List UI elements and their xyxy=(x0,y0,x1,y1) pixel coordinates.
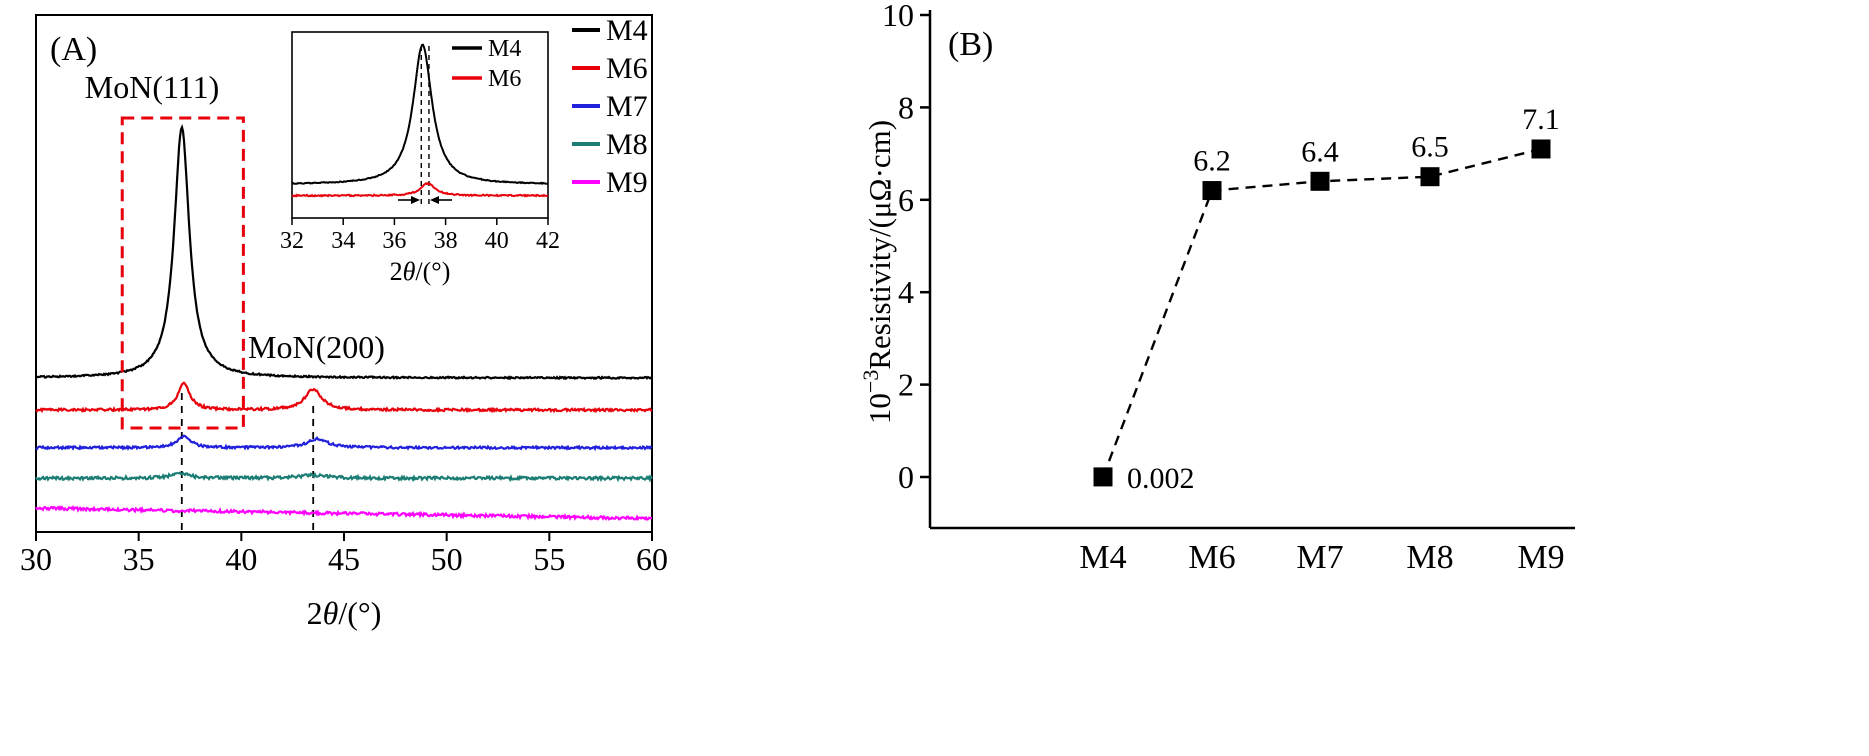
x-tick-label: 40 xyxy=(225,541,257,577)
data-point-M9 xyxy=(1531,139,1551,159)
inset-x-tick-label: 32 xyxy=(280,228,304,254)
legend-label-M6: M6 xyxy=(606,52,648,85)
x-axis-label: 2θ/(°) xyxy=(307,595,382,631)
inset-x-tick-label: 34 xyxy=(331,228,355,254)
inset-x-tick-label: 38 xyxy=(434,228,458,254)
data-point-M4 xyxy=(1093,467,1113,487)
x-category-label: M9 xyxy=(1517,539,1564,576)
xrd-curve-M8 xyxy=(35,471,653,483)
highlight-box xyxy=(120,116,245,430)
inset-legend-label-M6: M6 xyxy=(488,66,521,92)
y-tick-label: 10 xyxy=(882,0,914,33)
x-category-label: M6 xyxy=(1188,539,1235,576)
x-category-label: M8 xyxy=(1406,539,1453,576)
value-label: 6.2 xyxy=(1193,145,1231,178)
x-tick-label: 50 xyxy=(431,541,463,577)
y-axis-label: 10−3Resistivity/(μΩ·cm) xyxy=(860,120,897,424)
data-point-M8 xyxy=(1420,167,1440,187)
legend-label-M7: M7 xyxy=(606,90,648,123)
xrd-curve-M4 xyxy=(35,124,652,381)
data-point-M6 xyxy=(1202,181,1222,201)
xrd-chart: 30 35 40 45 50 55 60 MoN(111) MoN(200) (A) M4 M6 M7 M… xyxy=(20,14,668,631)
x-category-label: M4 xyxy=(1079,539,1126,576)
value-label: 6.5 xyxy=(1411,131,1449,164)
resistivity-chart: 0 2 4 6 8 10 M4 M6 M7 M8 M9 0.002 6.2 6.4 6.5 7.1 (B) 10−… xyxy=(860,0,1575,576)
x-tick-label: 60 xyxy=(636,541,668,577)
data-point-M7 xyxy=(1310,171,1330,191)
inset-curve-M4 xyxy=(291,43,549,186)
resistivity-line xyxy=(1101,147,1542,478)
inset-x-tick-label: 40 xyxy=(485,228,509,254)
annotation-mon111: MoN(111) xyxy=(85,69,220,105)
xrd-curve-M7 xyxy=(35,434,653,452)
xrd-curve-M9 xyxy=(35,504,652,521)
panel-b-label: (B) xyxy=(948,26,993,63)
legend-label-M8: M8 xyxy=(606,128,648,161)
inset-curve-M6 xyxy=(291,181,549,198)
x-category-label: M7 xyxy=(1296,539,1343,576)
xrd-curve-M6 xyxy=(35,381,653,414)
inset-border xyxy=(291,31,549,219)
legend-label-M4: M4 xyxy=(606,14,648,47)
inset-x-axis-label: 2θ/(°) xyxy=(390,257,451,286)
y-tick-label: 0 xyxy=(898,459,914,495)
value-label: 6.4 xyxy=(1301,135,1339,168)
inset-x-tick-label: 36 xyxy=(382,228,406,254)
y-tick-label: 2 xyxy=(898,367,914,403)
x-tick-label: 55 xyxy=(533,541,565,577)
y-tick-label: 6 xyxy=(898,182,914,218)
y-tick-label: 4 xyxy=(898,274,914,310)
x-tick-label: 45 xyxy=(328,541,360,577)
inset-arrow-left-head xyxy=(411,196,420,204)
x-tick-label: 30 xyxy=(20,541,52,577)
inset-legend-label-M4: M4 xyxy=(488,36,521,62)
x-tick-label: 35 xyxy=(123,541,155,577)
value-label: 0.002 xyxy=(1127,462,1195,495)
annotation-mon200: MoN(200) xyxy=(248,329,385,365)
value-label: 7.1 xyxy=(1522,103,1560,136)
inset-arrow-right-head xyxy=(430,196,439,204)
legend-label-M9: M9 xyxy=(606,166,648,199)
y-tick-label: 8 xyxy=(898,89,914,125)
inset-x-tick-label: 42 xyxy=(536,228,560,254)
panel-a-label: (A) xyxy=(50,31,97,68)
